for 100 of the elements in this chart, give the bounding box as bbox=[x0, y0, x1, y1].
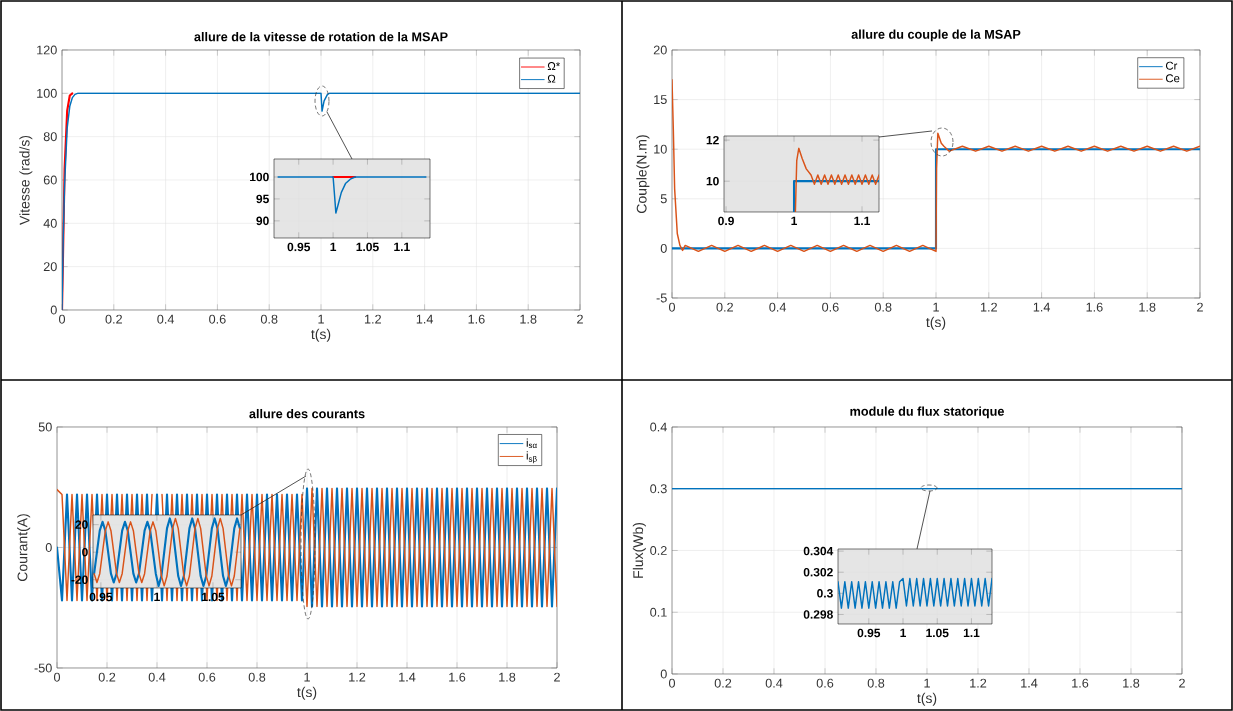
x-tick-label: 1.6 bbox=[468, 314, 485, 324]
x-tick-label: 1.8 bbox=[499, 672, 516, 682]
y-axis-title: Flux(Wb) bbox=[632, 522, 646, 578]
x-tick-label: 0.8 bbox=[248, 672, 266, 682]
x-tick-label: 1.05 bbox=[926, 628, 949, 638]
y-tick-label: 20 bbox=[43, 262, 57, 272]
y-tick-label: 0.298 bbox=[803, 610, 833, 619]
y-tick-label: 95 bbox=[256, 194, 269, 204]
legend-label: Ω* bbox=[547, 62, 561, 70]
y-tick-label: 5 bbox=[660, 194, 667, 204]
chart-title: allure de la vitesse de rotation de la MSAP bbox=[194, 31, 448, 42]
x-tick-label: 0.9 bbox=[718, 216, 734, 226]
y-tick-label: 10 bbox=[706, 176, 719, 186]
x-axis-title: t(s) bbox=[297, 686, 317, 700]
y-tick-label: 0 bbox=[45, 543, 52, 552]
y-tick-label: 0.3 bbox=[650, 484, 667, 494]
y-tick-label: 12 bbox=[706, 135, 719, 145]
y-tick-label: 0.302 bbox=[803, 567, 833, 577]
y-tick-label: -50 bbox=[34, 663, 52, 673]
x-tick-label: 2 bbox=[577, 314, 583, 324]
x-tick-label: 0.95 bbox=[287, 242, 311, 252]
x-axis-title: t(s) bbox=[926, 316, 946, 330]
y-tick-label: 0.3 bbox=[817, 589, 833, 598]
x-tick-label: 1.8 bbox=[1123, 678, 1140, 688]
y-tick-label: 80 bbox=[43, 132, 57, 142]
x-tick-label: 0.4 bbox=[769, 302, 787, 312]
y-tick-label: 0.2 bbox=[650, 546, 667, 555]
x-tick-label: 1 bbox=[318, 314, 324, 324]
x-axis-title: t(s) bbox=[917, 692, 937, 706]
legend-label: Ce bbox=[1165, 74, 1180, 83]
x-tick-label: 1 bbox=[154, 592, 160, 601]
y-tick-label: 0.1 bbox=[650, 607, 667, 617]
legend-label: Cr bbox=[1165, 61, 1178, 70]
x-tick-label: 1.1 bbox=[394, 242, 410, 251]
x-tick-label: 1.8 bbox=[520, 314, 537, 324]
x-axis-title: t(s) bbox=[311, 328, 331, 342]
x-tick-label: 0.8 bbox=[867, 678, 885, 688]
x-tick-label: 0.2 bbox=[716, 302, 733, 312]
y-axis-title: Vitesse (rad/s) bbox=[19, 135, 33, 225]
y-tick-label: 60 bbox=[43, 175, 57, 185]
y-tick-label: 50 bbox=[38, 422, 52, 432]
y-tick-label: -20 bbox=[71, 575, 88, 584]
x-tick-label: 2 bbox=[1197, 302, 1203, 312]
x-tick-label: 0.4 bbox=[148, 672, 166, 682]
y-tick-label: 100 bbox=[250, 172, 269, 182]
y-tick-label: 0.4 bbox=[650, 422, 667, 432]
x-tick-label: 1.1 bbox=[963, 628, 980, 637]
x-tick-label: 0 bbox=[668, 678, 676, 688]
y-axis-title: Couple(N.m) bbox=[636, 135, 650, 213]
x-tick-label: 2 bbox=[554, 672, 560, 682]
x-tick-label: 2 bbox=[1179, 678, 1185, 688]
x-tick-label: 0.4 bbox=[157, 314, 175, 324]
y-tick-label: -5 bbox=[656, 293, 667, 303]
x-tick-label: 1.4 bbox=[416, 314, 434, 324]
x-tick-label: 1.6 bbox=[1072, 678, 1089, 688]
x-tick-label: 0 bbox=[668, 302, 676, 312]
x-tick-label: 1 bbox=[924, 678, 930, 688]
y-tick-label: 40 bbox=[43, 218, 57, 228]
x-tick-label: 1 bbox=[933, 302, 939, 312]
y-tick-label: 90 bbox=[256, 216, 269, 226]
y-tick-label: 120 bbox=[37, 45, 57, 55]
x-tick-label: 1 bbox=[330, 242, 337, 251]
x-tick-label: 0.2 bbox=[105, 314, 122, 324]
x-tick-label: 1.4 bbox=[1033, 302, 1051, 312]
x-tick-label: 1 bbox=[791, 216, 798, 225]
x-tick-label: 1.4 bbox=[399, 672, 416, 682]
y-tick-label: 20 bbox=[75, 520, 88, 529]
x-tick-label: 0.8 bbox=[874, 302, 892, 312]
x-tick-label: 1 bbox=[900, 628, 907, 637]
x-tick-label: 0.8 bbox=[260, 314, 278, 324]
legend-label: Ω bbox=[547, 74, 556, 83]
x-tick-label: 0.6 bbox=[822, 302, 839, 312]
legend-label: i$_{sα}$ bbox=[526, 438, 537, 449]
x-tick-label: 1.6 bbox=[1086, 302, 1103, 312]
x-tick-label: 1.2 bbox=[364, 314, 381, 324]
x-tick-label: 0.2 bbox=[714, 678, 732, 688]
x-tick-label: 1.2 bbox=[349, 672, 366, 682]
y-tick-label: 100 bbox=[37, 88, 57, 98]
x-tick-label: 1.05 bbox=[356, 242, 379, 252]
y-tick-label: 20 bbox=[653, 45, 667, 55]
x-tick-label: 0.6 bbox=[198, 672, 216, 682]
legend-label: i$_{sβ}$ bbox=[526, 451, 537, 464]
x-tick-label: 1.4 bbox=[1021, 678, 1038, 688]
x-tick-label: 1.1 bbox=[854, 216, 871, 225]
y-tick-label: 0.304 bbox=[803, 546, 834, 556]
chart-title: module du flux statorique bbox=[850, 406, 1004, 419]
x-tick-label: 0.95 bbox=[857, 628, 881, 638]
y-axis-title: Courant(A) bbox=[17, 514, 31, 582]
x-tick-label: 1.2 bbox=[970, 678, 987, 688]
x-tick-label: 0.6 bbox=[816, 678, 834, 688]
x-tick-label: 0.6 bbox=[209, 314, 226, 324]
x-tick-label: 1.8 bbox=[1139, 302, 1156, 312]
x-tick-label: 0 bbox=[58, 314, 66, 324]
y-tick-label: 15 bbox=[654, 95, 667, 105]
chart-title: allure des courants bbox=[249, 408, 365, 419]
x-tick-label: 0.2 bbox=[98, 672, 116, 682]
x-tick-label: 1.2 bbox=[980, 302, 997, 312]
x-tick-label: 1 bbox=[304, 672, 310, 682]
x-tick-label: 1.6 bbox=[449, 672, 466, 682]
y-tick-label: 10 bbox=[654, 144, 667, 154]
